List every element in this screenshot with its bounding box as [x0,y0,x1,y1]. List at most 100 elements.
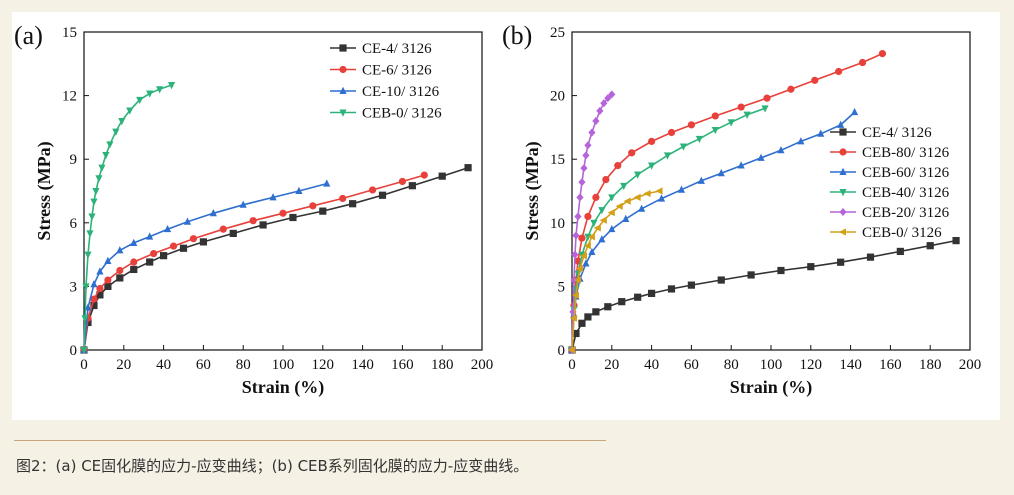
data-point [239,200,247,208]
x-tick-label: 0 [80,357,88,373]
legend-marker [339,65,347,74]
data-point [727,119,735,127]
y-tick-label: 6 [70,216,78,232]
data-point [797,137,805,145]
data-point [84,303,92,311]
legend-marker [839,167,847,175]
data-point [136,96,144,105]
data-point [622,214,630,222]
data-point [737,161,745,169]
data-point [593,224,601,232]
data-point [106,141,114,149]
data-point [582,151,590,160]
data-point [249,217,257,225]
legend-entry: CEB-20/ 3126 [830,205,950,221]
data-point [717,276,725,284]
legend-entry: CEB-60/ 3126 [830,165,950,181]
x-tick-label: 200 [959,357,982,373]
data-point [126,107,134,115]
data-point [580,164,588,173]
x-tick-label: 200 [471,357,494,373]
data-point [648,137,656,145]
data-point [717,168,725,177]
chart-panel-b: 0 20 40 60 80 100 120 140 160 180 200 0 5 10 15 20 25 Str… [502,21,981,398]
legend-marker [839,148,847,156]
data-point [896,247,904,256]
data-point [648,289,656,297]
legend-marker [839,208,847,216]
data-point [592,308,600,316]
data-point [638,204,646,212]
legend-entry: CEB-80/ 3126 [830,145,950,161]
data-point [588,247,596,256]
data-point [309,202,317,210]
legend-marker [339,109,347,117]
data-point [598,207,606,215]
panel-label: (a) [14,21,43,50]
x-tick-label: 180 [919,357,942,373]
x-tick-label: 100 [272,357,295,373]
data-point [620,182,628,191]
y-tick-label: 25 [550,25,565,41]
legend-label: CE-4/ 3126 [362,41,432,57]
data-point [349,200,357,208]
data-point [80,347,88,355]
data-point [679,143,688,151]
x-tick-label: 20 [116,357,131,373]
series-ceb-60-3126 [568,107,859,353]
legend-label: CE-6/ 3126 [362,63,432,79]
data-point [604,303,612,311]
data-point [169,242,178,250]
data-point [116,266,124,275]
x-tick-label: 100 [760,357,783,373]
legend-entry: CE-4/ 3126 [330,41,432,57]
data-point [835,67,843,76]
series-ce-6-3126 [80,171,428,354]
data-point [667,285,676,293]
data-point [569,314,577,322]
data-point [608,224,616,233]
x-tick-label: 20 [604,357,619,373]
y-tick-label: 0 [70,343,78,359]
data-point [578,319,586,327]
legend-label: CE-4/ 3126 [862,125,932,141]
data-point [598,235,606,243]
data-point [84,251,92,259]
series-ce-10-3126 [80,179,331,353]
data-point [614,161,622,170]
data-point [118,118,126,126]
data-point [761,105,769,113]
data-point [777,266,785,275]
data-point [667,128,676,137]
data-point [573,276,581,284]
data-point [583,242,591,250]
data-point [95,175,103,183]
data-point [319,207,327,215]
legend-marker [339,86,347,94]
data-point [209,209,217,217]
data-point [289,213,297,222]
data-point [648,162,656,170]
data-point [663,152,672,160]
data-point [179,244,188,252]
data-point [578,234,586,242]
series-ceb-0-3126 [567,187,663,354]
x-tick-label: 60 [196,357,211,373]
x-tick-label: 180 [431,357,454,373]
data-point [572,329,580,338]
series-ce-4-3126 [80,164,472,354]
data-point [98,164,106,172]
data-point [599,216,607,224]
legend-label: CEB-0/ 3126 [862,225,942,241]
y-tick-label: 15 [550,152,565,168]
data-point [279,209,287,217]
data-point [576,193,584,202]
y-tick-label: 12 [62,89,77,105]
legend-entry: CE-4/ 3126 [830,125,932,141]
data-point [398,177,406,186]
data-point [608,194,616,202]
data-point [146,90,154,98]
data-point [850,107,859,116]
data-point [747,271,755,279]
data-point [571,291,579,299]
